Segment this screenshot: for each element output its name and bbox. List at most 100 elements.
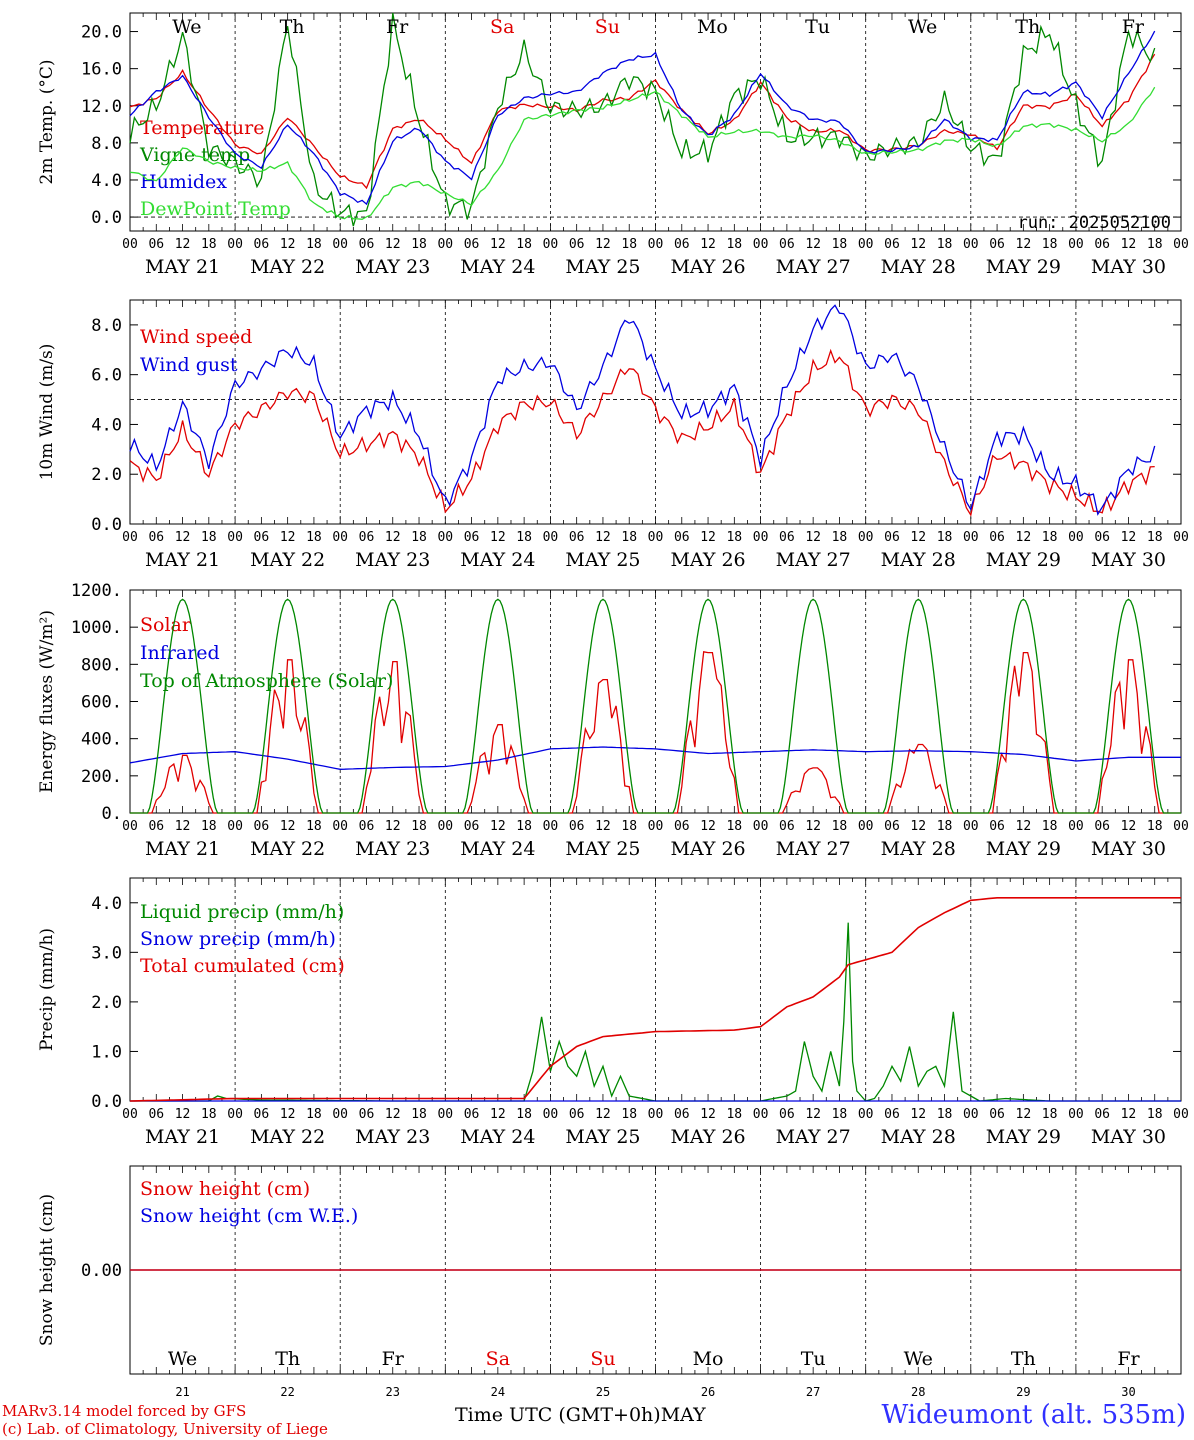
- day-name: Tu: [801, 1348, 826, 1370]
- hour-tick-label: 18: [832, 530, 848, 545]
- hour-tick-label: 00: [963, 1107, 979, 1122]
- day-name: Th: [275, 1348, 300, 1370]
- hour-tick-label: 06: [989, 819, 1005, 834]
- hour-tick-label: 00: [858, 819, 874, 834]
- hour-tick-label: 06: [148, 1107, 164, 1122]
- date-label: MAY 30: [1091, 838, 1166, 860]
- hour-tick-label: 00: [963, 237, 979, 252]
- hour-tick-label: 00: [543, 819, 559, 834]
- y-axis-label: Energy fluxes (W/m²): [37, 610, 57, 793]
- hour-tick-label: 18: [937, 819, 953, 834]
- y-tick-label: 600.: [81, 693, 122, 713]
- hour-tick-label: 00: [753, 530, 769, 545]
- hour-tick-label: 06: [674, 1107, 690, 1122]
- hour-tick-label: 06: [148, 530, 164, 545]
- hour-tick-label: 18: [411, 530, 427, 545]
- day-name: Th: [1015, 16, 1040, 38]
- y-tick-label: 8.0: [91, 134, 122, 154]
- date-label: MAY 28: [881, 256, 956, 278]
- hour-tick-label: 18: [516, 530, 532, 545]
- y-tick-label: 0.0: [91, 1092, 122, 1112]
- date-label: MAY 24: [460, 549, 535, 571]
- day-number: 22: [280, 1385, 294, 1399]
- hour-tick-label: 12: [700, 530, 716, 545]
- hour-tick-label: 00: [858, 237, 874, 252]
- hour-tick-label: 12: [490, 237, 506, 252]
- y-tick-label: 1000.: [71, 618, 122, 638]
- hour-tick-label: 00: [332, 1107, 348, 1122]
- legend-top-of-atmosphere-solar-: Top of Atmosphere (Solar): [140, 670, 393, 692]
- hour-tick-label: 12: [910, 1107, 926, 1122]
- day-name: Su: [595, 16, 620, 38]
- date-label: MAY 30: [1091, 549, 1166, 571]
- day-name: Fr: [1117, 1348, 1140, 1370]
- hour-tick-label: 18: [201, 1107, 217, 1122]
- time-axis-label: Time UTC (GMT+0h)MAY: [455, 1404, 706, 1426]
- hour-tick-label: 12: [1121, 530, 1137, 545]
- hour-tick-label: 00: [1173, 237, 1189, 252]
- legend-wind-gust: Wind gust: [140, 354, 238, 376]
- hour-tick-label: 12: [700, 819, 716, 834]
- legend-snow-height-cm-w-e-: Snow height (cm W.E.): [140, 1205, 358, 1227]
- date-label: MAY 27: [776, 1126, 851, 1148]
- hour-tick-label: 06: [884, 819, 900, 834]
- hour-tick-label: 12: [385, 530, 401, 545]
- y-tick-label: 6.0: [91, 366, 122, 386]
- hour-tick-label: 18: [726, 1107, 742, 1122]
- hour-tick-label: 12: [490, 1107, 506, 1122]
- date-label: MAY 25: [565, 1126, 640, 1148]
- station-name: Wideumont (alt. 535m): [881, 1400, 1186, 1430]
- hour-tick-label: 12: [700, 237, 716, 252]
- day-name: Sa: [490, 16, 514, 38]
- hour-tick-label: 18: [1147, 237, 1163, 252]
- series-line-humidex: [129, 30, 1156, 206]
- day-name: Tu: [805, 16, 830, 38]
- hour-tick-label: 18: [832, 819, 848, 834]
- hour-tick-label: 06: [254, 237, 270, 252]
- panel-frame-2: [129, 589, 1182, 814]
- hour-tick-label: 00: [753, 819, 769, 834]
- hour-tick-label: 06: [989, 1107, 1005, 1122]
- hour-tick-label: 06: [569, 237, 585, 252]
- hour-tick-label: 12: [1016, 819, 1032, 834]
- hour-tick-label: 18: [411, 237, 427, 252]
- series-line-temperature: [129, 53, 1156, 190]
- day-name: Su: [590, 1348, 615, 1370]
- hour-tick-label: 12: [910, 530, 926, 545]
- hour-tick-label: 00: [332, 819, 348, 834]
- hour-tick-label: 12: [175, 530, 191, 545]
- hour-tick-label: 06: [1094, 1107, 1110, 1122]
- hour-tick-label: 18: [621, 1107, 637, 1122]
- date-label: MAY 27: [776, 256, 851, 278]
- hour-tick-label: 06: [779, 530, 795, 545]
- hour-tick-label: 18: [516, 1107, 532, 1122]
- hour-tick-label: 00: [648, 237, 664, 252]
- date-label: MAY 26: [670, 1126, 745, 1148]
- hour-tick-label: 00: [858, 1107, 874, 1122]
- day-number: 21: [175, 1385, 189, 1399]
- hour-tick-label: 18: [937, 530, 953, 545]
- y-tick-label: 2.0: [91, 993, 122, 1013]
- hour-tick-label: 00: [1173, 530, 1189, 545]
- hour-tick-label: 06: [779, 819, 795, 834]
- date-label: MAY 26: [670, 838, 745, 860]
- hour-tick-label: 00: [122, 1107, 138, 1122]
- hour-tick-label: 18: [1147, 1107, 1163, 1122]
- hour-tick-label: 12: [595, 819, 611, 834]
- date-label: MAY 23: [355, 1126, 430, 1148]
- month-label: MAY: [660, 1404, 706, 1426]
- hour-tick-label: 12: [175, 819, 191, 834]
- hour-tick-label: 06: [148, 819, 164, 834]
- hour-tick-label: 06: [1094, 530, 1110, 545]
- day-name: We: [172, 16, 201, 38]
- y-axis-label: 10m Wind (m/s): [37, 344, 57, 481]
- hour-tick-label: 12: [280, 819, 296, 834]
- hour-tick-label: 18: [306, 1107, 322, 1122]
- hour-tick-label: 00: [543, 530, 559, 545]
- hour-tick-label: 06: [464, 530, 480, 545]
- day-name: Fr: [1122, 16, 1145, 38]
- hour-tick-label: 00: [1068, 237, 1084, 252]
- hour-tick-label: 00: [1173, 1107, 1189, 1122]
- y-tick-label: 0.0: [91, 208, 122, 228]
